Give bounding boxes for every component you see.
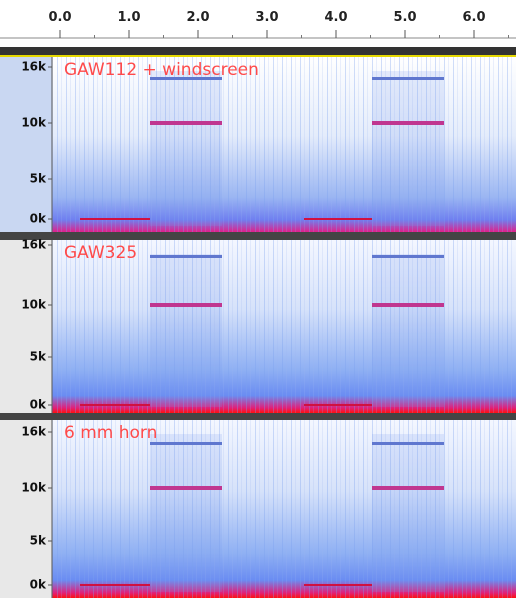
y-tick-label: 16k bbox=[21, 238, 47, 252]
y-tick-label: 16k bbox=[21, 60, 47, 74]
ruler-label: 6.0 bbox=[462, 10, 485, 25]
track: 16k 10k 5k 0k 6 mm horn bbox=[0, 420, 516, 598]
y-tick-label: 0k bbox=[30, 212, 47, 226]
y-tick-label: 5k bbox=[30, 172, 47, 186]
tone-10k bbox=[372, 486, 444, 490]
low-tone bbox=[304, 218, 372, 220]
track-axis-panel[interactable] bbox=[0, 57, 52, 232]
y-tick-label: 10k bbox=[21, 481, 47, 495]
y-tick-label: 5k bbox=[30, 534, 47, 548]
low-tone bbox=[80, 404, 150, 406]
ruler-label: 0.0 bbox=[48, 10, 71, 25]
tone-14k bbox=[372, 77, 444, 80]
track-axis-panel[interactable] bbox=[0, 240, 52, 413]
low-tone bbox=[304, 584, 372, 586]
tracks: 16k 10k 5k 0k GAW112 + windscreen 16k 10k 5k 0k G… bbox=[0, 57, 516, 598]
tone-region bbox=[150, 434, 222, 592]
ruler-label: 3.0 bbox=[255, 10, 278, 25]
track: 16k 10k 5k 0k GAW325 bbox=[0, 238, 516, 420]
y-tick-label: 5k bbox=[30, 350, 47, 364]
ruler-label: 2.0 bbox=[186, 10, 209, 25]
tone-region bbox=[150, 71, 222, 226]
low-tone bbox=[80, 584, 150, 586]
track-name: GAW325 bbox=[64, 243, 137, 263]
tone-14k bbox=[150, 255, 222, 258]
ruler-label: 1.0 bbox=[117, 10, 140, 25]
tone-10k bbox=[150, 486, 222, 490]
tone-14k bbox=[372, 442, 444, 445]
tone-14k bbox=[372, 255, 444, 258]
track-name: GAW112 + windscreen bbox=[64, 60, 259, 80]
low-tone bbox=[80, 218, 150, 220]
y-tick-label: 10k bbox=[21, 298, 47, 312]
tone-region bbox=[372, 71, 444, 226]
spectrogram-texture bbox=[52, 57, 516, 232]
track-separator bbox=[0, 413, 516, 420]
ruler-label: 4.0 bbox=[324, 10, 347, 25]
tone-14k bbox=[150, 442, 222, 445]
separator bbox=[0, 47, 516, 55]
track-separator bbox=[0, 232, 516, 240]
tone-region bbox=[372, 434, 444, 592]
ruler-label: 5.0 bbox=[393, 10, 416, 25]
track: 16k 10k 5k 0k GAW112 + windscreen bbox=[0, 57, 516, 240]
tone-region bbox=[150, 254, 222, 407]
y-tick-label: 0k bbox=[30, 398, 47, 412]
tone-14k bbox=[150, 77, 222, 80]
spectrogram-texture bbox=[52, 420, 516, 598]
y-tick-label: 0k bbox=[30, 578, 47, 592]
tone-10k bbox=[150, 303, 222, 307]
y-tick-label: 10k bbox=[21, 116, 47, 130]
tone-10k bbox=[150, 121, 222, 125]
track-name: 6 mm horn bbox=[64, 423, 157, 443]
spectrogram-texture bbox=[52, 240, 516, 413]
low-tone bbox=[304, 404, 372, 406]
tone-10k bbox=[372, 303, 444, 307]
tone-region bbox=[372, 254, 444, 407]
tone-10k bbox=[372, 121, 444, 125]
track-axis-panel[interactable] bbox=[0, 420, 52, 598]
y-tick-label: 16k bbox=[21, 425, 47, 439]
